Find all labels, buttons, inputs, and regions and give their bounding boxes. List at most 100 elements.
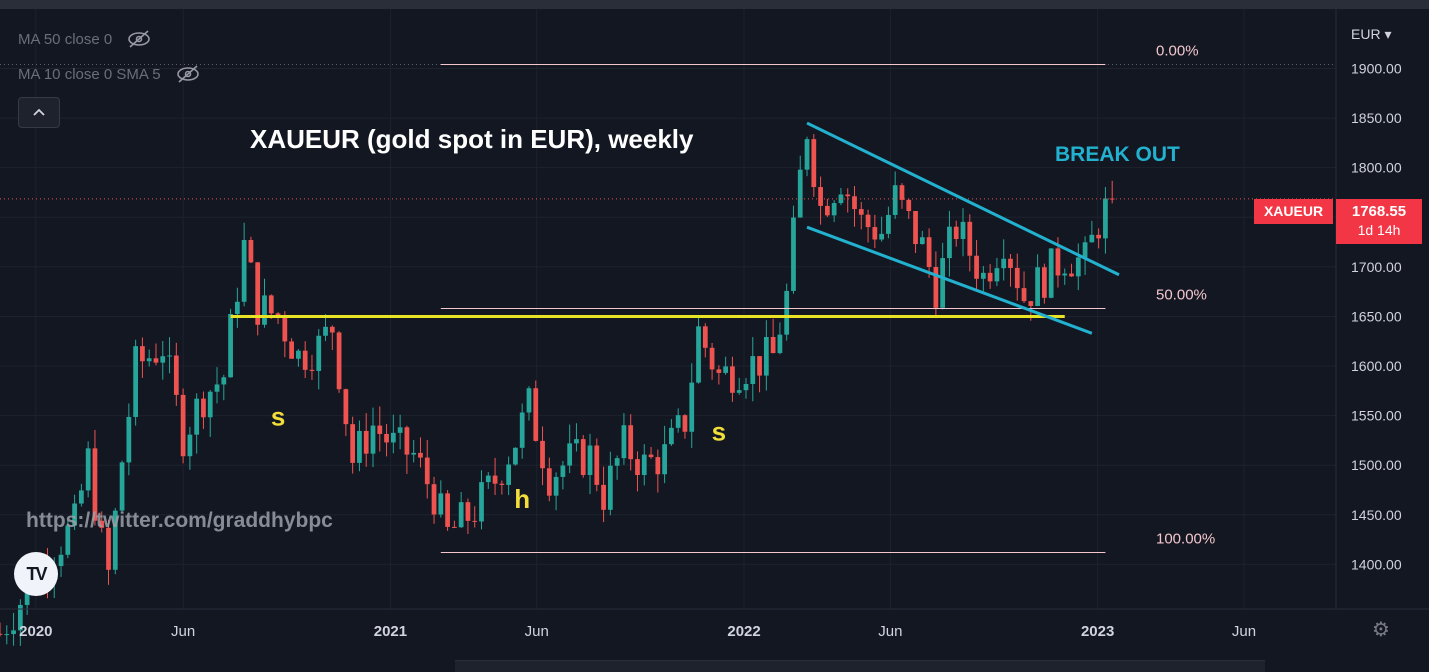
candle-body: [58, 554, 64, 567]
candle-body: [133, 346, 139, 417]
candle-body: [194, 398, 200, 435]
candle-body: [974, 255, 979, 279]
candle-body: [79, 490, 84, 504]
y-tick-label: 1700.00: [1351, 259, 1402, 275]
candle-body: [594, 445, 600, 485]
candle-body: [940, 258, 946, 308]
currency-selector[interactable]: EUR ▾: [1351, 26, 1392, 42]
candle-body: [492, 475, 498, 484]
settings-gear-icon[interactable]: ⚙: [1372, 619, 1390, 641]
time-axis[interactable]: 2020 Jun 2021 Jun 2022 Jun 2023 Jun: [19, 623, 1256, 640]
y-tick-label: 1450.00: [1351, 507, 1402, 523]
candle-body: [533, 388, 539, 441]
candle-body: [675, 415, 681, 428]
candle-body: [472, 520, 478, 522]
candle-body: [519, 412, 525, 448]
tradingview-logo[interactable]: TV: [14, 552, 58, 596]
candle-body: [329, 326, 335, 333]
candle-body: [784, 290, 790, 335]
candle-body: [1069, 273, 1074, 277]
candle-body: [899, 185, 905, 200]
candle-body: [1062, 273, 1068, 276]
candle-body: [207, 391, 213, 418]
candle-body: [641, 454, 647, 475]
collapse-legend-button[interactable]: [18, 97, 60, 128]
top-toolbar-strip: [0, 0, 1429, 9]
y-tick-label: 1900.00: [1351, 61, 1402, 77]
candle-body: [655, 457, 661, 475]
y-tick-label: 1800.00: [1351, 160, 1402, 176]
bottom-panel-strip: [455, 660, 1265, 672]
candle-body: [580, 439, 586, 475]
candle-body: [289, 341, 294, 359]
candle-body: [438, 493, 444, 515]
candle-body: [343, 389, 349, 425]
legend-ma10[interactable]: MA 10 close 0 SMA 5: [18, 65, 201, 83]
candle-body: [296, 350, 301, 359]
y-tick-label: 1500.00: [1351, 457, 1402, 473]
candle-body: [485, 475, 491, 483]
candle-body: [1008, 258, 1013, 268]
candle-body: [709, 347, 715, 370]
candle-body: [262, 295, 267, 325]
candle-body: [886, 214, 891, 234]
candle-body: [282, 316, 288, 342]
hidden-eye-icon[interactable]: [175, 65, 201, 83]
candle-body: [234, 301, 240, 315]
candle-body: [248, 240, 254, 263]
candle-body: [85, 448, 91, 491]
candle-body: [526, 388, 532, 413]
x-tick-label: Jun: [171, 623, 195, 640]
pattern-label: s: [712, 416, 726, 446]
candle-body: [384, 433, 389, 443]
x-tick-label: Jun: [525, 623, 549, 640]
candle-body: [180, 394, 186, 457]
legend-ma50[interactable]: MA 50 close 0: [18, 30, 152, 48]
candle-body: [1082, 242, 1088, 258]
candle-body: [418, 452, 423, 458]
hidden-eye-icon[interactable]: [126, 30, 152, 48]
candle-body: [804, 139, 810, 170]
pattern-label: s: [271, 402, 285, 432]
candle-body: [363, 430, 369, 454]
candle-body: [479, 482, 484, 522]
bar-countdown: 1d 14h: [1357, 222, 1401, 238]
candle-body: [241, 240, 247, 302]
candle-body: [201, 398, 206, 418]
candle-body: [763, 336, 769, 376]
candle-body: [926, 237, 932, 267]
candle-body: [960, 221, 966, 240]
y-tick-label: 1850.00: [1351, 110, 1402, 126]
candle-body: [323, 326, 328, 336]
candle-body: [702, 326, 708, 348]
candle-body: [824, 205, 830, 216]
candle-body: [987, 272, 993, 282]
candle-body: [1075, 257, 1081, 277]
candle-body: [452, 526, 457, 528]
candle-body: [370, 425, 376, 454]
candle-body: [947, 226, 952, 259]
fib-level-label: 50.00%: [1156, 287, 1207, 304]
candle-body: [309, 369, 315, 371]
candlestick-series: [0, 134, 1115, 646]
candle-body: [126, 416, 132, 463]
candle-body: [662, 444, 667, 475]
candle-body: [648, 454, 654, 458]
candle-body: [546, 468, 552, 496]
candle-body: [913, 211, 918, 245]
candle-body: [723, 366, 729, 373]
x-tick-label: Jun: [878, 623, 902, 640]
price-axis[interactable]: 1400.00 1450.00 1500.00 1550.00 1600.00 1650.…: [1351, 61, 1402, 573]
candle-body: [153, 358, 159, 363]
pattern-label: h: [514, 484, 530, 514]
candle-body: [1042, 267, 1047, 298]
candle-body: [302, 350, 308, 370]
channel-upper-line: [806, 121, 1120, 277]
candle-body: [818, 187, 823, 206]
candle-body: [879, 233, 884, 240]
candle-body: [513, 447, 518, 465]
candle-body: [574, 439, 579, 444]
y-tick-label: 1650.00: [1351, 308, 1402, 324]
candle-body: [350, 424, 356, 463]
